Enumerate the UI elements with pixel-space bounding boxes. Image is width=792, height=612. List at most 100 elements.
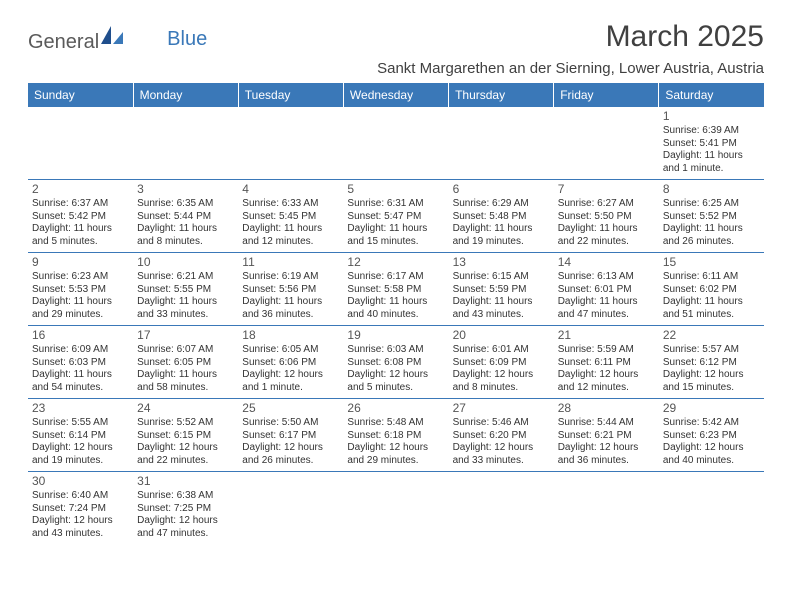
sunrise-text: Sunrise: 6:40 AM <box>32 490 129 503</box>
daylight1-text: Daylight: 11 hours <box>558 296 655 309</box>
day-number: 12 <box>347 255 444 270</box>
sunrise-text: Sunrise: 5:55 AM <box>32 417 129 430</box>
sunrise-text: Sunrise: 6:21 AM <box>137 271 234 284</box>
day-number: 9 <box>32 255 129 270</box>
weekday-header: Saturday <box>659 83 764 107</box>
daylight2-text: and 5 minutes. <box>347 382 444 395</box>
brand-text-general: General <box>28 31 99 54</box>
sunrise-text: Sunrise: 5:42 AM <box>663 417 760 430</box>
daylight2-text: and 58 minutes. <box>137 382 234 395</box>
sunrise-text: Sunrise: 5:57 AM <box>663 344 760 357</box>
daylight2-text: and 51 minutes. <box>663 309 760 322</box>
sunset-text: Sunset: 6:09 PM <box>453 357 550 370</box>
sunset-text: Sunset: 7:25 PM <box>137 503 234 516</box>
daylight2-text: and 29 minutes. <box>32 309 129 322</box>
calendar-day-cell: 22Sunrise: 5:57 AMSunset: 6:12 PMDayligh… <box>659 326 764 399</box>
sunset-text: Sunset: 6:15 PM <box>137 430 234 443</box>
day-number: 29 <box>663 401 760 416</box>
calendar-day-cell: 27Sunrise: 5:46 AMSunset: 6:20 PMDayligh… <box>449 399 554 472</box>
daylight2-text: and 43 minutes. <box>32 528 129 541</box>
daylight1-text: Daylight: 12 hours <box>663 369 760 382</box>
month-title: March 2025 <box>377 20 764 54</box>
day-number: 11 <box>242 255 339 270</box>
day-number: 26 <box>347 401 444 416</box>
day-number: 30 <box>32 474 129 489</box>
sunrise-text: Sunrise: 5:50 AM <box>242 417 339 430</box>
calendar-day-cell: 8Sunrise: 6:25 AMSunset: 5:52 PMDaylight… <box>659 180 764 253</box>
calendar-day-cell: 11Sunrise: 6:19 AMSunset: 5:56 PMDayligh… <box>238 253 343 326</box>
daylight2-text: and 8 minutes. <box>453 382 550 395</box>
daylight2-text: and 1 minute. <box>242 382 339 395</box>
day-number: 10 <box>137 255 234 270</box>
sunset-text: Sunset: 5:53 PM <box>32 284 129 297</box>
day-number: 31 <box>137 474 234 489</box>
daylight2-text: and 26 minutes. <box>242 455 339 468</box>
daylight1-text: Daylight: 12 hours <box>32 442 129 455</box>
sunset-text: Sunset: 5:44 PM <box>137 211 234 224</box>
calendar-day-cell: 15Sunrise: 6:11 AMSunset: 6:02 PMDayligh… <box>659 253 764 326</box>
daylight1-text: Daylight: 12 hours <box>558 442 655 455</box>
weekday-header: Friday <box>554 83 659 107</box>
daylight1-text: Daylight: 11 hours <box>347 296 444 309</box>
calendar-day-cell: 29Sunrise: 5:42 AMSunset: 6:23 PMDayligh… <box>659 399 764 472</box>
sunset-text: Sunset: 6:11 PM <box>558 357 655 370</box>
sunrise-text: Sunrise: 5:48 AM <box>347 417 444 430</box>
sunrise-text: Sunrise: 6:38 AM <box>137 490 234 503</box>
daylight1-text: Daylight: 11 hours <box>32 296 129 309</box>
day-number: 1 <box>663 109 760 124</box>
calendar-day-cell: 1Sunrise: 6:39 AMSunset: 5:41 PMDaylight… <box>659 107 764 180</box>
sunrise-text: Sunrise: 6:05 AM <box>242 344 339 357</box>
calendar-day-cell: 5Sunrise: 6:31 AMSunset: 5:47 PMDaylight… <box>343 180 448 253</box>
sunset-text: Sunset: 5:42 PM <box>32 211 129 224</box>
sunrise-text: Sunrise: 6:37 AM <box>32 198 129 211</box>
weekday-header: Thursday <box>449 83 554 107</box>
calendar-day-cell: 24Sunrise: 5:52 AMSunset: 6:15 PMDayligh… <box>133 399 238 472</box>
day-number: 7 <box>558 182 655 197</box>
sunrise-text: Sunrise: 6:35 AM <box>137 198 234 211</box>
day-number: 22 <box>663 328 760 343</box>
calendar-day-cell: 26Sunrise: 5:48 AMSunset: 6:18 PMDayligh… <box>343 399 448 472</box>
calendar-day-cell: 19Sunrise: 6:03 AMSunset: 6:08 PMDayligh… <box>343 326 448 399</box>
sunset-text: Sunset: 6:06 PM <box>242 357 339 370</box>
calendar-empty-cell <box>238 472 343 545</box>
sunrise-text: Sunrise: 5:44 AM <box>558 417 655 430</box>
daylight1-text: Daylight: 11 hours <box>347 223 444 236</box>
daylight1-text: Daylight: 11 hours <box>137 369 234 382</box>
day-number: 21 <box>558 328 655 343</box>
sunrise-text: Sunrise: 6:27 AM <box>558 198 655 211</box>
daylight2-text: and 40 minutes. <box>663 455 760 468</box>
calendar-empty-cell <box>238 107 343 180</box>
daylight1-text: Daylight: 12 hours <box>347 442 444 455</box>
calendar-day-cell: 31Sunrise: 6:38 AMSunset: 7:25 PMDayligh… <box>133 472 238 545</box>
calendar-day-cell: 25Sunrise: 5:50 AMSunset: 6:17 PMDayligh… <box>238 399 343 472</box>
sunset-text: Sunset: 6:02 PM <box>663 284 760 297</box>
sunrise-text: Sunrise: 5:46 AM <box>453 417 550 430</box>
calendar-empty-cell <box>554 107 659 180</box>
calendar-table: Sunday Monday Tuesday Wednesday Thursday… <box>28 83 764 544</box>
weekday-header: Monday <box>133 83 238 107</box>
sunrise-text: Sunrise: 5:52 AM <box>137 417 234 430</box>
daylight2-text: and 12 minutes. <box>558 382 655 395</box>
sunset-text: Sunset: 6:21 PM <box>558 430 655 443</box>
calendar-empty-cell <box>28 107 133 180</box>
day-number: 4 <box>242 182 339 197</box>
sunrise-text: Sunrise: 6:07 AM <box>137 344 234 357</box>
calendar-body: 1Sunrise: 6:39 AMSunset: 5:41 PMDaylight… <box>28 107 764 544</box>
calendar-empty-cell <box>133 107 238 180</box>
daylight2-text: and 5 minutes. <box>32 236 129 249</box>
daylight1-text: Daylight: 12 hours <box>242 369 339 382</box>
daylight2-text: and 33 minutes. <box>137 309 234 322</box>
daylight1-text: Daylight: 12 hours <box>137 515 234 528</box>
sunrise-text: Sunrise: 5:59 AM <box>558 344 655 357</box>
daylight2-text: and 19 minutes. <box>453 236 550 249</box>
sunset-text: Sunset: 6:18 PM <box>347 430 444 443</box>
daylight2-text: and 22 minutes. <box>137 455 234 468</box>
sunset-text: Sunset: 5:55 PM <box>137 284 234 297</box>
daylight2-text: and 47 minutes. <box>137 528 234 541</box>
calendar-day-cell: 28Sunrise: 5:44 AMSunset: 6:21 PMDayligh… <box>554 399 659 472</box>
daylight1-text: Daylight: 12 hours <box>558 369 655 382</box>
day-number: 23 <box>32 401 129 416</box>
sunset-text: Sunset: 6:23 PM <box>663 430 760 443</box>
daylight1-text: Daylight: 12 hours <box>663 442 760 455</box>
daylight2-text: and 15 minutes. <box>347 236 444 249</box>
